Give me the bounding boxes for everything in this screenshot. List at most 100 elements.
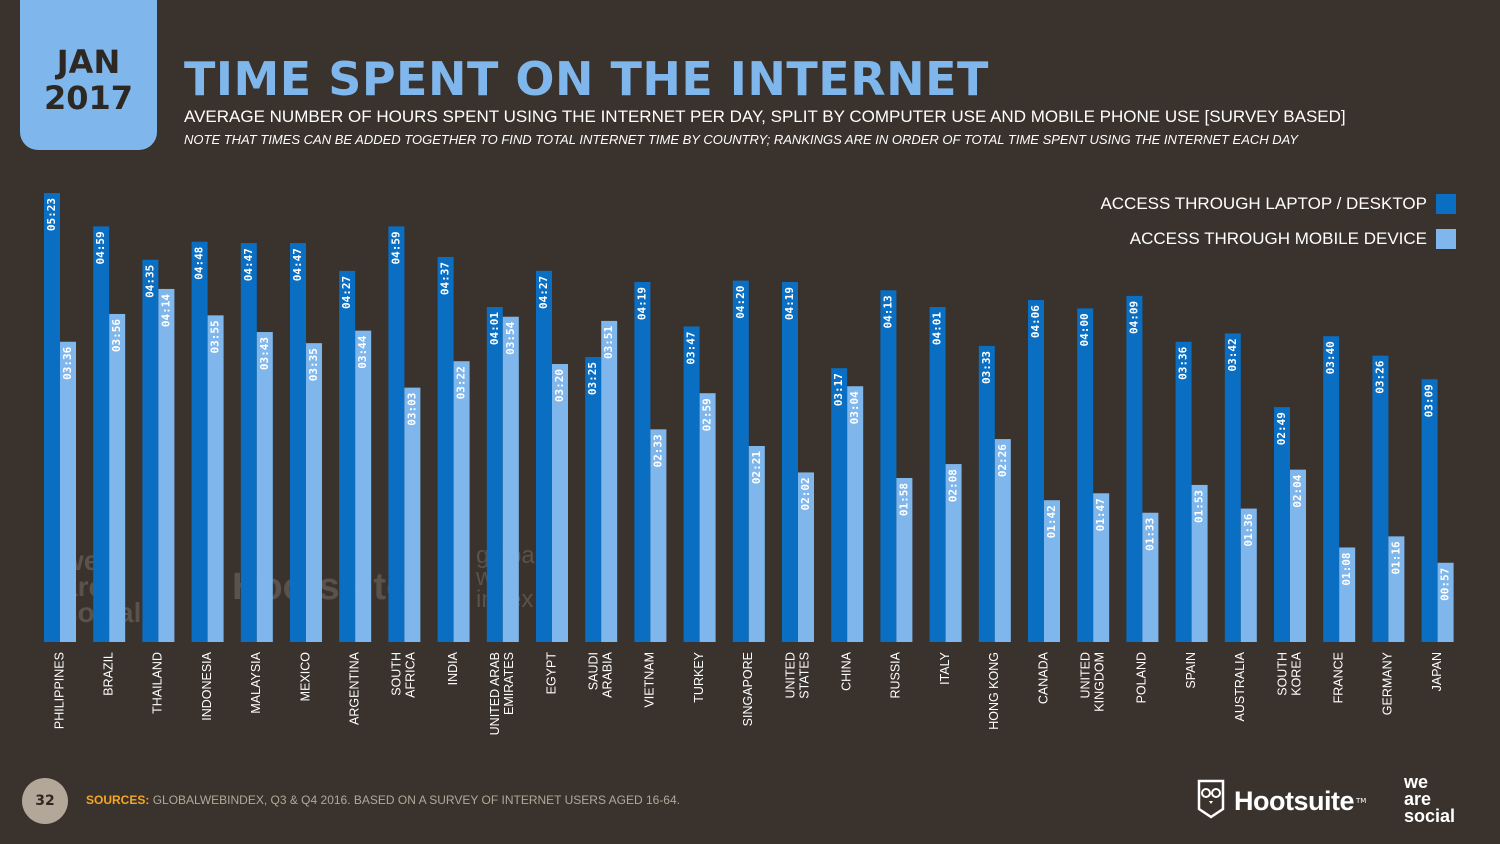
legend-item-mobile: ACCESS THROUGH MOBILE DEVICE [1100,221,1456,256]
legend-item-desktop: ACCESS THROUGH LAPTOP / DESKTOP [1100,186,1456,221]
bar-desktop [1323,336,1340,642]
bar-desktop [978,345,995,642]
bar-value-label: 04:20 [734,286,747,319]
category-label: CANADA [1036,651,1050,704]
bar-mobile [404,387,421,642]
bar-value-label: 04:35 [143,265,156,298]
owl-icon [1196,779,1226,823]
bar-mobile [945,464,962,642]
bar-desktop [93,226,110,642]
legend-swatch-desktop [1436,193,1456,214]
bar-value-label: 03:20 [553,369,566,402]
category-label: GERMANY [1381,651,1395,715]
hootsuite-logo: Hootsuite TM [1196,778,1366,824]
was-line: are [1404,789,1432,809]
hootsuite-wordmark: Hootsuite [1234,785,1355,816]
legend-label-desktop: ACCESS THROUGH LAPTOP / DESKTOP [1100,193,1427,213]
bar-value-label: 03:26 [1373,360,1386,393]
bar-desktop [1077,308,1094,642]
date-badge: JAN 2017 [20,0,157,150]
we-are-social-logo: we are social [1404,772,1456,826]
category-label: ARGENTINA [347,651,361,725]
bar-value-label: 04:06 [1029,305,1042,338]
bar-desktop [388,226,405,642]
bar-value-label: 04:37 [439,262,452,295]
bar-value-label: 01:33 [1143,518,1156,551]
category-label: ITALY [938,651,952,685]
bar-value-label: 04:59 [389,231,402,264]
bar-desktop [290,243,306,642]
bar-value-label: 04:09 [1127,301,1140,334]
category-label: UNITED [783,652,797,699]
bar-desktop [142,259,159,642]
bar-mobile [748,446,765,642]
category-label: SPAIN [1184,652,1198,689]
bar-mobile [453,361,470,642]
category-label: FRANCE [1331,652,1345,703]
bar-value-label: 04:47 [291,248,304,281]
bar-desktop [437,256,454,642]
was-line: social [1404,806,1456,826]
category-label: EGYPT [544,652,558,695]
bar-desktop [44,193,60,642]
category-label: ARABIA [600,651,614,698]
bar-mobile [650,429,667,642]
hootsuite-tm: TM [1356,797,1367,805]
bar-value-label: 02:59 [701,398,714,431]
bar-mobile [256,332,273,642]
bar-value-label: 04:47 [242,248,255,281]
bar-desktop [240,243,257,642]
bar-desktop [339,270,356,642]
bar-value-label: 03:44 [356,335,369,368]
bar-value-label: 04:14 [159,294,172,327]
bar-desktop [1224,333,1241,642]
category-label: PHILIPPINES [52,652,66,729]
bar-value-label: 02:08 [947,469,960,502]
category-label: KINGDOM [1092,652,1106,712]
bar-value-label: 04:13 [881,295,894,328]
bar-mobile [158,288,175,642]
bar-mobile [798,472,814,642]
bar-mobile [1339,547,1356,642]
sources-key: SOURCES: [86,793,150,807]
category-label: CHINA [839,651,853,691]
category-label: THAILAND [151,652,165,714]
bar-mobile [1290,469,1306,642]
bar-desktop [880,290,897,642]
bar-mobile [601,320,618,642]
category-label: INDIA [446,651,460,685]
bar-mobile [847,386,864,642]
bar-desktop [929,307,946,642]
bar-mobile [1142,512,1159,642]
bar-value-label: 02:21 [750,451,763,484]
bar-desktop [1175,341,1192,642]
bar-value-label: 03:35 [307,348,320,381]
bar-mobile [1191,484,1208,642]
bar-value-label: 04:27 [340,276,353,309]
was-line: we [1404,772,1429,792]
bar-value-label: 03:33 [980,351,993,384]
bar-desktop [191,241,208,642]
bar-value-label: 01:47 [1094,498,1107,531]
bar-value-label: 04:01 [488,312,501,345]
bar-desktop [782,281,798,642]
bar-value-label: 03:25 [586,362,599,395]
bar-desktop [831,368,848,642]
bar-value-label: 01:58 [897,483,910,516]
bar-value-label: 04:19 [783,287,796,320]
badge-year: 2017 [43,79,134,117]
bar-mobile [355,330,372,642]
bar-value-label: 03:03 [405,393,418,426]
bar-desktop [1274,407,1290,642]
bar-value-label: 01:36 [1242,513,1255,546]
sources-text: GLOBALWEBINDEX, Q3 & Q4 2016. BASED ON A… [152,793,680,807]
bar-value-label: 01:16 [1389,541,1402,574]
category-label: RUSSIA [889,651,903,698]
category-label: BRAZIL [101,652,115,696]
page-title: TIME SPENT ON THE INTERNET [184,52,989,106]
chart-legend: ACCESS THROUGH LAPTOP / DESKTOP ACCESS T… [1100,186,1456,256]
bar-mobile [207,315,224,642]
category-label: SOUTH [1275,652,1289,696]
bar-desktop [683,326,700,642]
